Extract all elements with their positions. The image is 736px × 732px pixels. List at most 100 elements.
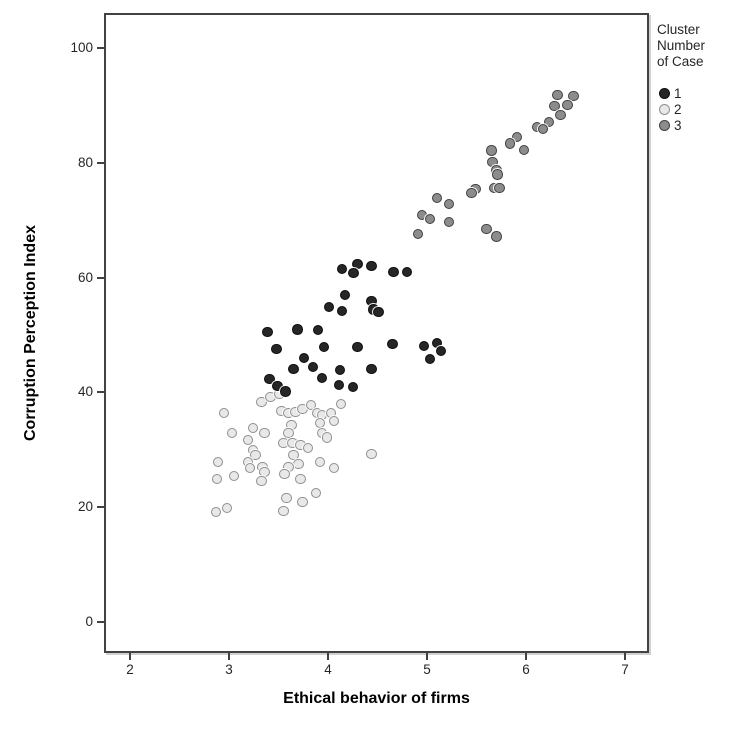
legend-title-line-3: of Case: [657, 54, 704, 69]
x-axis-tick: [327, 653, 329, 660]
data-point-cluster-1: [401, 266, 413, 278]
x-axis-tick-label: 3: [225, 662, 233, 677]
y-axis-tick: [97, 506, 104, 509]
data-point-cluster-1: [418, 340, 430, 352]
data-point-cluster-2: [328, 462, 340, 474]
data-point-cluster-2: [247, 422, 258, 434]
data-point-cluster-1: [280, 386, 291, 397]
data-point-cluster-3: [504, 138, 516, 149]
data-point-cluster-1: [336, 263, 348, 275]
data-point-cluster-1: [312, 324, 324, 336]
data-point-cluster-3: [537, 123, 549, 135]
data-point-cluster-2: [305, 399, 317, 411]
data-point-cluster-1: [388, 266, 399, 278]
data-point-cluster-2: [259, 427, 270, 439]
y-axis-tick: [97, 391, 104, 394]
data-point-cluster-3: [486, 145, 497, 156]
data-point-cluster-2: [250, 449, 261, 461]
data-point-cluster-3: [424, 213, 436, 225]
data-point-cluster-3: [568, 90, 579, 102]
legend-item-cluster-2: 2: [659, 101, 705, 117]
data-point-cluster-1: [262, 326, 273, 338]
data-point-cluster-2: [293, 458, 304, 470]
data-point-cluster-1: [264, 373, 275, 385]
data-point-cluster-2: [278, 505, 289, 517]
data-point-cluster-1: [333, 379, 345, 391]
data-point-cluster-3: [481, 223, 492, 235]
data-point-cluster-2: [295, 473, 306, 485]
legend-swatch-icon: [659, 119, 670, 131]
data-point-cluster-2: [256, 396, 267, 408]
data-point-cluster-2: [211, 473, 223, 485]
data-point-cluster-3: [543, 116, 555, 128]
x-axis-tick: [624, 653, 626, 660]
x-axis-tick-label: 7: [621, 662, 629, 677]
data-point-cluster-3: [412, 228, 424, 240]
data-point-cluster-2: [283, 427, 294, 439]
y-axis-tick-label: 40: [77, 384, 93, 400]
data-point-cluster-2: [242, 434, 254, 446]
x-axis-tick-label: 2: [126, 662, 134, 677]
data-point-cluster-3: [492, 169, 503, 180]
legend-item-cluster-3: 3: [659, 117, 705, 133]
y-axis-tick-label: 60: [77, 269, 93, 285]
data-point-cluster-2: [212, 456, 224, 468]
legend-swatch-icon: [659, 87, 670, 99]
data-point-cluster-3: [511, 131, 523, 143]
data-point-cluster-2: [221, 502, 233, 514]
y-axis-tick: [97, 47, 104, 49]
data-point-cluster-1: [298, 352, 310, 364]
data-point-cluster-2: [281, 492, 292, 504]
data-point-cluster-2: [297, 496, 308, 508]
y-axis-tick: [97, 161, 104, 164]
data-point-cluster-1: [352, 258, 363, 270]
data-point-cluster-1: [366, 260, 377, 272]
legend-item-cluster-1: 1: [659, 85, 705, 101]
data-point-cluster-3: [555, 109, 566, 121]
data-point-cluster-1: [347, 381, 358, 393]
x-axis-tick: [129, 653, 131, 660]
data-point-cluster-1: [352, 341, 363, 353]
data-point-cluster-1: [271, 343, 282, 355]
data-point-cluster-2: [244, 462, 256, 474]
x-axis-tick: [525, 653, 527, 660]
data-point-cluster-2: [297, 403, 308, 415]
data-point-cluster-1: [316, 372, 328, 384]
legend-item-label: 2: [674, 101, 682, 117]
y-axis-tick-label: 20: [77, 499, 93, 515]
data-point-cluster-2: [314, 417, 326, 429]
data-point-cluster-1: [387, 338, 398, 350]
data-point-cluster-2: [335, 398, 347, 410]
x-axis-title: Ethical behavior of firms: [283, 690, 470, 707]
data-point-cluster-2: [302, 442, 314, 454]
data-point-cluster-3: [443, 216, 455, 228]
data-point-cluster-1: [424, 353, 436, 365]
legend-title-line-1: Cluster: [657, 22, 700, 37]
data-point-cluster-3: [491, 231, 502, 242]
legend-item-label: 3: [674, 117, 682, 133]
data-point-cluster-1: [288, 363, 299, 375]
data-point-cluster-2: [256, 475, 267, 487]
data-point-cluster-1: [348, 267, 359, 279]
legend-title-line-2: Number: [657, 38, 706, 53]
data-point-cluster-2: [279, 468, 290, 480]
data-point-cluster-2: [310, 487, 322, 499]
x-axis-tick-label: 4: [324, 662, 332, 677]
data-point-cluster-2: [226, 427, 238, 439]
y-axis-title: Corruption Perception Index: [22, 224, 39, 442]
data-point-cluster-2: [218, 407, 230, 419]
data-point-cluster-2: [321, 432, 333, 443]
data-point-cluster-1: [323, 301, 335, 313]
legend-title: Cluster Number of Case: [657, 22, 705, 70]
data-point-cluster-2: [328, 415, 340, 427]
data-point-cluster-2: [228, 470, 240, 482]
data-point-cluster-3: [549, 100, 560, 112]
data-point-cluster-2: [366, 448, 377, 460]
y-axis-tick-label: 80: [77, 154, 93, 170]
x-axis-tick-label: 6: [522, 662, 530, 677]
data-point-cluster-1: [318, 341, 330, 353]
data-point-cluster-3: [494, 182, 505, 194]
data-point-cluster-1: [334, 364, 346, 376]
